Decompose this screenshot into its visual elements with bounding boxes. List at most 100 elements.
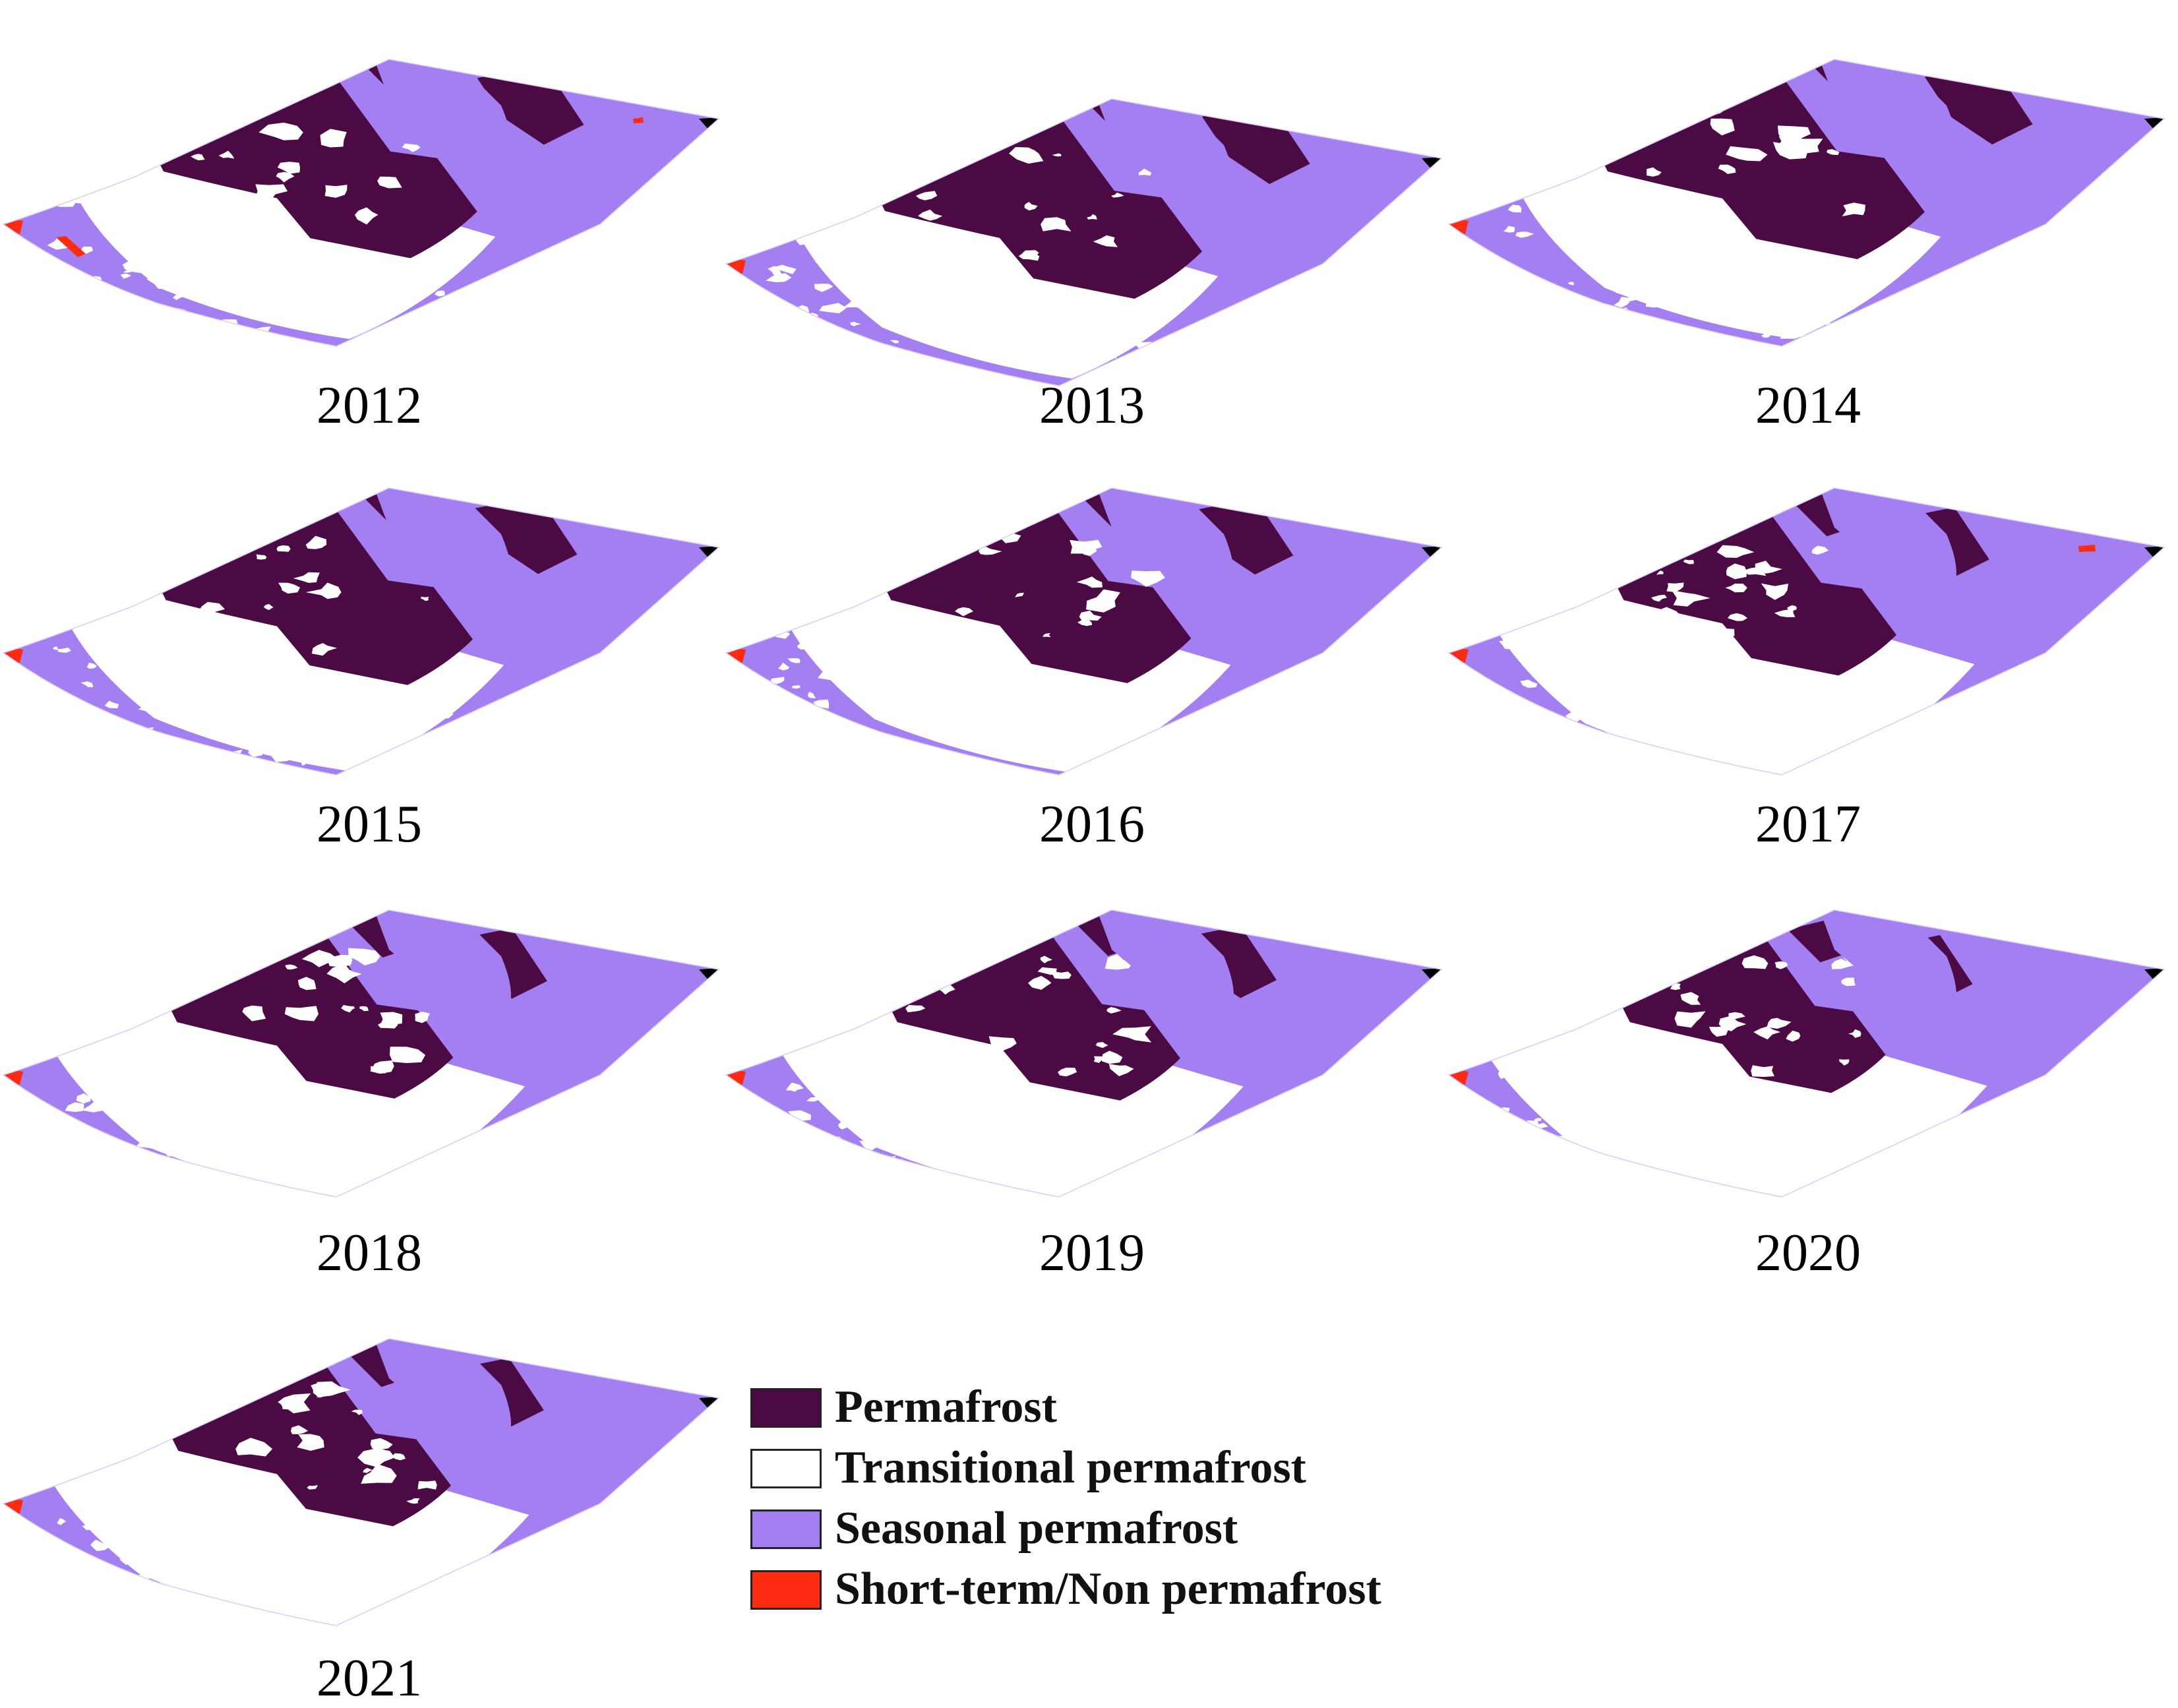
transitional-hole [1101, 1051, 1123, 1064]
transitional-patch [1633, 1043, 1656, 1058]
transitional-hole [363, 1468, 373, 1473]
legend-swatch-transitional [750, 1449, 822, 1488]
transitional-patch [148, 1118, 156, 1122]
transitional-patch [293, 1542, 315, 1554]
transitional-patch [1794, 1097, 1818, 1107]
transitional-patch [108, 196, 121, 202]
transitional-patch [810, 719, 830, 729]
transitional-patch [1851, 1083, 1860, 1087]
transitional-hole [1718, 164, 1736, 174]
transitional-patch [1749, 250, 1760, 256]
transitional-patch [887, 743, 907, 751]
transitional-patch [835, 1113, 843, 1116]
transitional-patch [1535, 658, 1548, 665]
transitional-hole [355, 207, 378, 225]
seasonal-basin [1815, 59, 1956, 171]
transitional-patch [1809, 697, 1821, 707]
transitional-patch [1635, 1172, 1655, 1182]
transitional-patch [1066, 729, 1085, 740]
transitional-patch [1837, 1095, 1861, 1105]
transitional-patch [289, 225, 314, 239]
transitional-patch [1039, 1107, 1049, 1114]
permafrost-lobe [473, 495, 578, 574]
transitional-patch [373, 1595, 382, 1600]
transitional-patch [898, 632, 911, 639]
transitional-patch [1550, 1175, 1566, 1182]
transitional-patch [230, 1135, 243, 1144]
nodata-tip [2144, 968, 2164, 981]
transitional-patch [1033, 690, 1040, 693]
transitional-patch [49, 1172, 61, 1178]
transitional-patch [808, 1141, 835, 1155]
transitional-patch [857, 355, 866, 361]
transitional-patch [894, 303, 904, 307]
transitional-patch [1520, 679, 1538, 688]
transitional-patch [225, 1129, 236, 1136]
transitional-patch [882, 1155, 896, 1164]
transitional-patch [420, 324, 442, 336]
transitional-hole [1741, 955, 1769, 969]
transitional-hole [359, 1006, 369, 1012]
transitional-patch [235, 1126, 254, 1138]
transitional-hole [316, 1381, 351, 1398]
transitional-patch [1844, 268, 1861, 276]
year-label-2015: 2015 [317, 795, 422, 853]
transitional-patch [1004, 260, 1014, 266]
transitional-patch [1134, 1167, 1149, 1177]
transitional-patch [90, 640, 98, 644]
transitional-hole [1024, 202, 1038, 211]
transitional-patch [896, 1101, 919, 1109]
short-term-patch [633, 117, 644, 123]
year-label-2020: 2020 [1755, 1224, 1861, 1282]
transitional-patch [1023, 698, 1050, 708]
transitional-patch [1490, 265, 1506, 276]
transitional-patch [202, 1600, 218, 1612]
transitional-patch [1577, 1161, 1600, 1171]
transitional-patch [141, 756, 154, 760]
transitional-patch [797, 643, 806, 650]
map-panel-2016 [723, 448, 1448, 778]
transitional-patch [1100, 369, 1110, 375]
transitional-hole [1052, 153, 1062, 157]
transitional-patch [1013, 348, 1035, 356]
transitional-patch [210, 1118, 229, 1126]
transitional-hole [941, 545, 963, 559]
transitional-hole [237, 111, 258, 122]
transitional-patch [387, 1602, 394, 1606]
transitional-patch [275, 1557, 291, 1566]
transitional-patch [241, 1076, 258, 1086]
transitional-patch [808, 691, 816, 698]
transitional-patch [315, 287, 323, 291]
transitional-patch [119, 1550, 137, 1566]
transitional-patch [1008, 1105, 1031, 1114]
transitional-hole [307, 1485, 318, 1490]
transitional-patch [405, 1148, 415, 1156]
transitional-patch [792, 685, 801, 689]
map-outline [2, 59, 720, 347]
transitional-patch [311, 1135, 337, 1147]
transitional-patch [863, 356, 874, 363]
transitional-patch [1027, 1152, 1035, 1157]
transitional-patch [197, 1064, 214, 1073]
transitional-patch [133, 315, 147, 323]
transitional-patch [212, 297, 221, 303]
transitional-patch [1814, 1135, 1828, 1141]
transitional-hole [1138, 168, 1152, 176]
transitional-hole [191, 154, 205, 161]
transitional-patch [922, 711, 943, 723]
transitional-patch [269, 748, 294, 762]
transitional-hole [218, 150, 235, 159]
transitional-hole [1628, 1064, 1641, 1070]
transitional-patch [1619, 701, 1639, 712]
transitional-patch [81, 320, 88, 324]
transitional-patch [835, 1076, 851, 1082]
transitional-patch [369, 757, 388, 769]
transitional-patch [1657, 717, 1681, 729]
transitional-patch [831, 369, 845, 375]
transitional-patch [148, 700, 164, 706]
transitional-patch [905, 653, 915, 658]
transitional-patch [826, 339, 835, 343]
transitional-patch [95, 653, 115, 662]
transitional-hole [1774, 609, 1796, 617]
transitional-hole [1677, 1036, 1703, 1052]
